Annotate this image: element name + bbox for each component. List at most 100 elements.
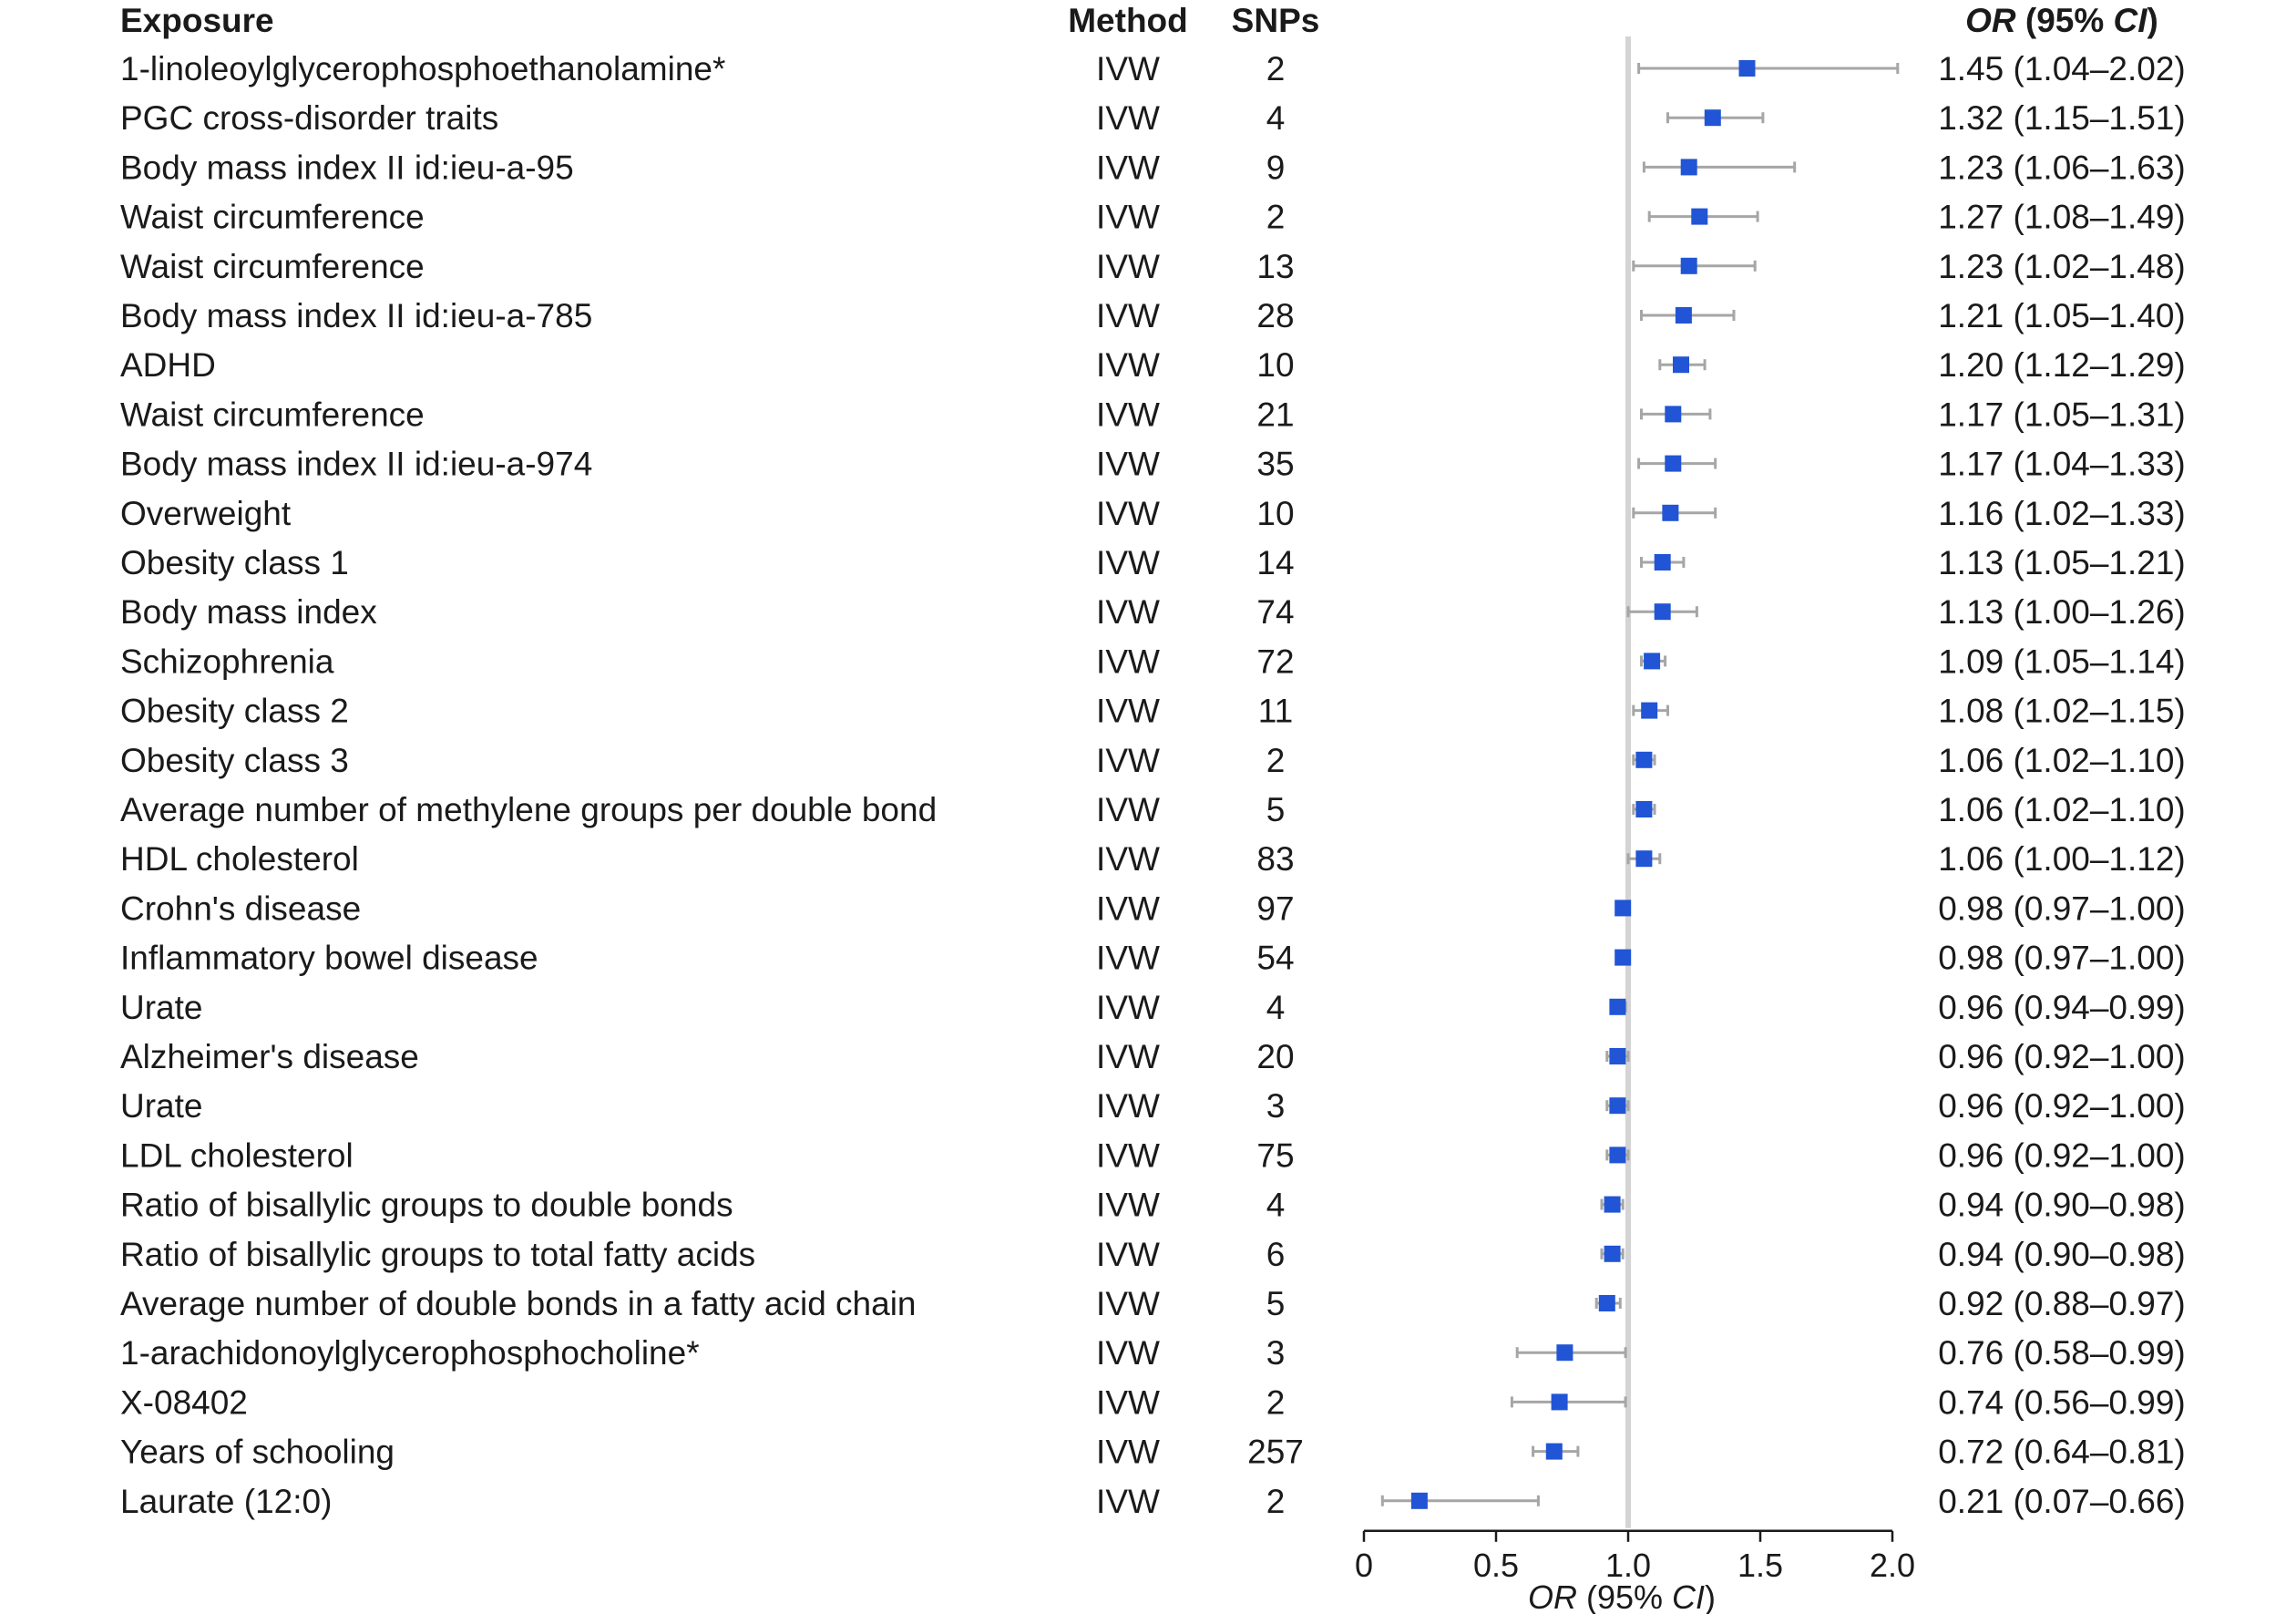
snps-label: 35: [1256, 446, 1294, 483]
forest-row: X-08402 IVW 2 0.74 (0.56–0.99): [120, 1383, 2186, 1421]
header-method: Method: [1068, 2, 1188, 39]
or-point-marker: [1691, 208, 1708, 225]
or-ci-label: 0.96 (0.94–0.99): [1938, 989, 2186, 1026]
snps-label: 4: [1266, 99, 1286, 137]
or-ci-label: 0.98 (0.97–1.00): [1938, 889, 2186, 927]
method-label: IVW: [1096, 149, 1160, 186]
exposure-label: Body mass index II id:ieu-a-974: [120, 446, 592, 483]
exposure-label: Crohn's disease: [120, 889, 361, 927]
x-axis: 0 0.5 1.0 1.5 2.0: [1355, 1529, 1915, 1584]
x-axis-title-italic: OR: [1528, 1578, 1577, 1614]
snps-label: 75: [1256, 1136, 1294, 1174]
method-label: IVW: [1096, 940, 1160, 977]
exposure-label: 1-arachidonoylglycerophosphocholine*: [120, 1334, 700, 1372]
exposure-label: PGC cross-disorder traits: [120, 99, 498, 137]
method-label: IVW: [1096, 199, 1160, 236]
or-point-marker: [1665, 406, 1682, 423]
exposure-label: LDL cholesterol: [120, 1136, 354, 1174]
forest-row: PGC cross-disorder traits IVW 4 1.32 (1.15–…: [120, 99, 2186, 137]
forest-row: Schizophrenia IVW 72 1.09 (1.05–1.14): [120, 643, 2186, 680]
method-label: IVW: [1096, 248, 1160, 285]
snps-label: 2: [1266, 742, 1286, 779]
or-point-marker: [1635, 850, 1653, 868]
exposure-label: Obesity class 1: [120, 544, 349, 581]
or-point-marker: [1545, 1443, 1563, 1460]
or-ci-label: 0.74 (0.56–0.99): [1938, 1383, 2186, 1421]
or-point-marker: [1609, 1048, 1626, 1064]
method-label: IVW: [1096, 1383, 1160, 1421]
header-ci-open: (95%: [2016, 2, 2114, 39]
exposure-label: Waist circumference: [120, 199, 425, 236]
or-ci-label: 1.16 (1.02–1.33): [1938, 495, 2186, 532]
or-point-marker: [1665, 455, 1682, 472]
or-ci-label: 0.92 (0.88–0.97): [1938, 1285, 2186, 1322]
or-point-marker: [1604, 1196, 1621, 1213]
x-tick-label: 2.0: [1870, 1547, 1915, 1584]
method-label: IVW: [1096, 1285, 1160, 1322]
forest-row: Ratio of bisallylic groups to double bon…: [120, 1187, 2186, 1224]
or-ci-label: 0.96 (0.92–1.00): [1938, 1087, 2186, 1125]
or-point-marker: [1738, 60, 1756, 77]
snps-label: 74: [1256, 593, 1294, 631]
forest-row: HDL cholesterol IVW 83 1.06 (1.00–1.12): [120, 840, 2186, 878]
exposure-label: Urate: [120, 1087, 202, 1125]
or-ci-label: 1.09 (1.05–1.14): [1938, 643, 2186, 680]
exposure-label: Inflammatory bowel disease: [120, 940, 538, 977]
or-point-marker: [1680, 159, 1697, 176]
exposure-label: Years of schooling: [120, 1434, 395, 1471]
method-label: IVW: [1096, 1483, 1160, 1520]
forest-row: Overweight IVW 10 1.16 (1.02–1.33): [120, 495, 2186, 532]
exposure-label: Average number of methylene groups per d…: [120, 791, 937, 828]
snps-label: 9: [1266, 149, 1286, 186]
header-or-ci: OR (95% CI): [1965, 2, 2158, 39]
forest-row: Obesity class 3 IVW 2 1.06 (1.02–1.10): [120, 742, 2186, 779]
or-point-marker: [1556, 1344, 1573, 1362]
method-label: IVW: [1096, 99, 1160, 137]
snps-label: 20: [1256, 1038, 1294, 1075]
method-label: IVW: [1096, 989, 1160, 1026]
or-ci-label: 0.96 (0.92–1.00): [1938, 1136, 2186, 1174]
forest-row: Waist circumference IVW 21 1.17 (1.05–1.31): [120, 396, 2186, 433]
or-point-marker: [1614, 949, 1632, 966]
method-label: IVW: [1096, 544, 1160, 581]
x-axis-title-ci: CI: [1672, 1578, 1705, 1614]
method-label: IVW: [1096, 1187, 1160, 1224]
or-ci-label: 1.45 (1.04–2.02): [1938, 50, 2186, 87]
or-point-marker: [1598, 1295, 1615, 1311]
or-point-marker: [1635, 801, 1653, 817]
method-label: IVW: [1096, 346, 1160, 384]
or-point-marker: [1609, 1146, 1626, 1164]
method-label: IVW: [1096, 742, 1160, 779]
or-ci-label: 0.21 (0.07–0.66): [1938, 1483, 2186, 1520]
or-point-marker: [1604, 1245, 1621, 1262]
or-point-marker: [1680, 257, 1697, 274]
snps-label: 5: [1266, 1285, 1286, 1322]
or-ci-label: 1.06 (1.00–1.12): [1938, 840, 2186, 878]
snps-label: 14: [1256, 544, 1294, 581]
forest-row: LDL cholesterol IVW 75 0.96 (0.92–1.00): [120, 1136, 2186, 1174]
or-ci-label: 1.06 (1.02–1.10): [1938, 791, 2186, 828]
x-axis-title-open: (95%: [1577, 1578, 1672, 1614]
method-label: IVW: [1096, 396, 1160, 433]
method-label: IVW: [1096, 791, 1160, 828]
exposure-label: Waist circumference: [120, 248, 425, 285]
snps-label: 2: [1266, 1483, 1286, 1520]
snps-label: 28: [1256, 297, 1294, 334]
snps-label: 5: [1266, 791, 1286, 828]
or-ci-label: 1.13 (1.05–1.21): [1938, 544, 2186, 581]
or-point-marker: [1635, 751, 1653, 768]
exposure-label: Alzheimer's disease: [120, 1038, 419, 1075]
x-tick-label: 0: [1355, 1547, 1373, 1584]
exposure-label: ADHD: [120, 346, 216, 384]
forest-rows: 1-linoleoylglycerophosphoethanolamine* IV…: [120, 50, 2186, 1520]
or-ci-label: 1.06 (1.02–1.10): [1938, 742, 2186, 779]
snps-label: 83: [1256, 840, 1294, 878]
header-exposure: Exposure: [120, 2, 274, 39]
forest-row: Body mass index II id:ieu-a-95 IVW 9 1.23 (…: [120, 149, 2186, 186]
forest-row: Average number of double bonds in a fatt…: [120, 1285, 2186, 1322]
column-headers: Exposure Method SNPs OR (95% CI): [120, 2, 2158, 39]
or-point-marker: [1675, 307, 1692, 324]
x-axis-title-close: ): [1705, 1578, 1716, 1614]
forest-row: Average number of methylene groups per d…: [120, 791, 2186, 828]
